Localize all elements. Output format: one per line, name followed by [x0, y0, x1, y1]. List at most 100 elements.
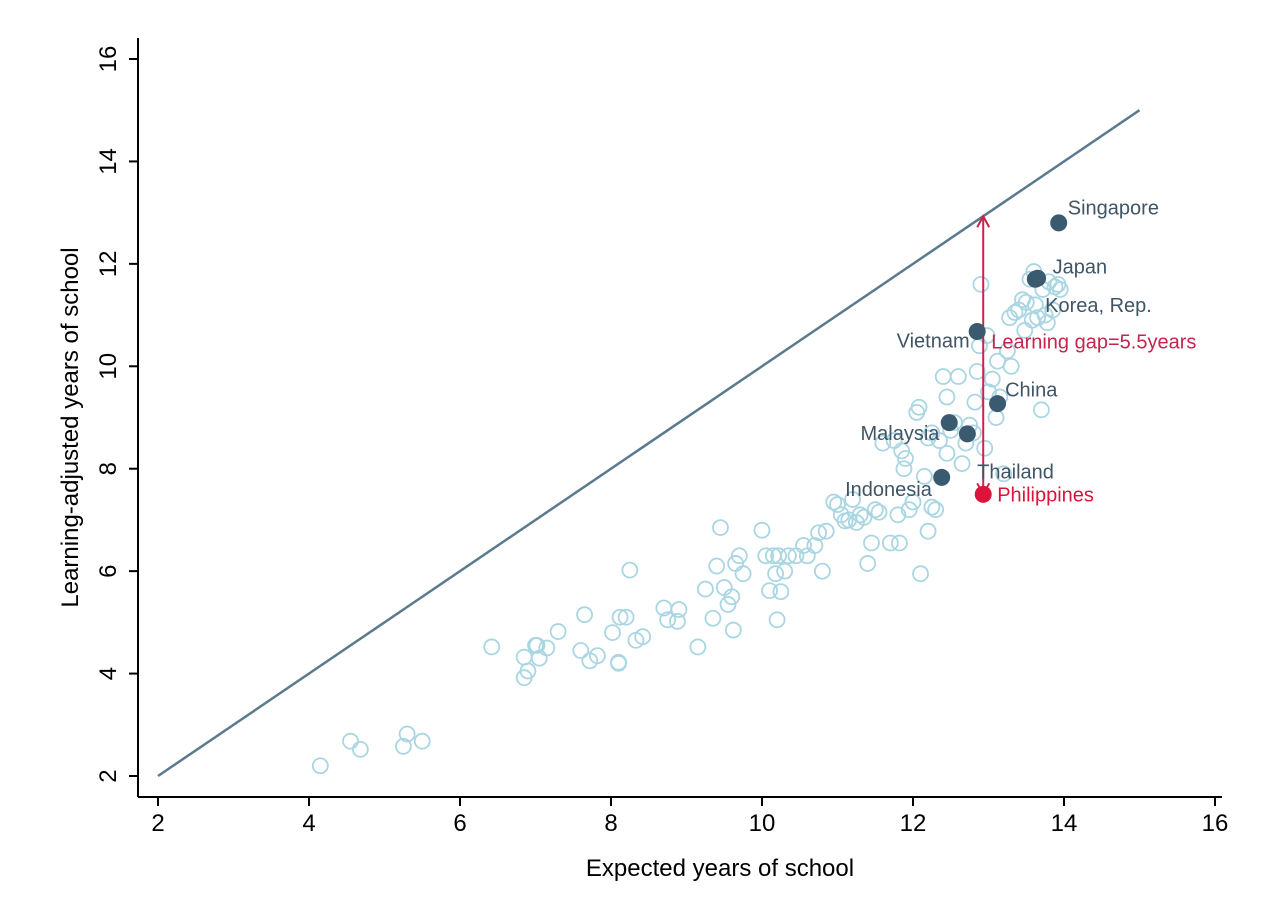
country-point — [1017, 293, 1035, 311]
country-point — [724, 621, 742, 639]
country-point — [795, 537, 812, 554]
country-point — [949, 368, 967, 385]
country-point — [734, 565, 752, 583]
y-tick-label: 2 — [95, 769, 122, 782]
country-point — [311, 757, 329, 775]
country-point — [770, 547, 788, 565]
country-point — [798, 547, 816, 565]
country-point — [915, 467, 933, 485]
highlight-point-china — [989, 395, 1007, 413]
country-point — [696, 580, 714, 598]
country-point — [659, 611, 677, 629]
country-point — [617, 608, 635, 626]
country-point — [611, 608, 629, 626]
country-point — [919, 429, 937, 447]
highlight-point-indonesia — [933, 468, 951, 486]
country-point — [859, 555, 877, 572]
country-point — [910, 398, 928, 416]
country-point — [1051, 281, 1069, 298]
country-point — [934, 368, 952, 385]
x-tick-label: 2 — [151, 810, 164, 837]
focus-point-label: Philippines — [997, 484, 1094, 506]
x-tick-label: 16 — [1202, 810, 1229, 837]
country-point — [634, 628, 652, 646]
gap-arrow-head-top — [976, 214, 991, 228]
country-point — [528, 637, 546, 654]
country-point — [863, 534, 880, 552]
plot-area: Learning gap=5.5years Philippines Singapor… — [157, 109, 1196, 778]
country-point — [851, 506, 869, 524]
country-point — [983, 370, 1001, 388]
highlight-point-malaysia — [940, 414, 958, 432]
country-point — [972, 275, 990, 293]
country-point — [515, 648, 533, 666]
country-point — [768, 611, 786, 629]
country-point — [780, 547, 797, 565]
y-tick-label: 16 — [95, 46, 122, 73]
country-point — [881, 534, 899, 552]
country-point — [995, 465, 1012, 483]
country-point — [897, 450, 914, 467]
country-point — [806, 537, 824, 554]
highlight-point-singapore — [1050, 214, 1068, 232]
country-point — [971, 337, 988, 355]
country-point — [895, 460, 913, 478]
y-tick-label: 10 — [95, 353, 122, 380]
country-point — [968, 363, 986, 380]
country-point — [817, 522, 835, 540]
country-label: Japan — [1053, 256, 1108, 278]
country-point — [829, 496, 846, 513]
country-point — [576, 606, 593, 624]
country-point — [757, 547, 775, 565]
y-tick-label: 4 — [95, 667, 122, 680]
country-label: Malaysia — [861, 423, 941, 445]
country-point — [893, 442, 911, 460]
highlight-point-thailand — [958, 425, 976, 443]
country-point — [938, 388, 956, 406]
country-point — [761, 582, 778, 600]
country-point — [610, 654, 627, 672]
country-point — [870, 503, 888, 521]
country-point — [976, 439, 994, 457]
x-tick-label: 6 — [453, 810, 466, 837]
country-point — [669, 612, 686, 630]
reference-line — [157, 109, 1141, 778]
country-point — [689, 638, 707, 656]
y-tick-label: 6 — [95, 564, 122, 577]
country-label: Vietnam — [897, 331, 970, 353]
y-tick-label: 14 — [95, 148, 122, 175]
country-point — [572, 642, 590, 659]
x-tick-label: 8 — [604, 810, 617, 837]
country-point — [966, 393, 984, 411]
y-tick-label: 12 — [95, 251, 122, 278]
country-point — [998, 342, 1016, 360]
country-point — [549, 623, 567, 640]
country-point — [953, 455, 971, 472]
country-point — [866, 501, 884, 519]
x-axis-title: Expected years of school — [586, 855, 854, 882]
country-point — [1029, 309, 1046, 327]
country-point — [1044, 301, 1062, 319]
x-tick-label: 14 — [1051, 810, 1078, 837]
country-point — [889, 506, 907, 524]
country-point — [621, 561, 639, 579]
country-label: Singapore — [1068, 198, 1159, 220]
country-point — [923, 498, 941, 516]
country-point — [931, 432, 948, 449]
country-point — [825, 493, 843, 511]
gap-arrow-label: Learning gap=5.5years — [991, 332, 1196, 354]
x-tick-label: 10 — [749, 810, 776, 837]
country-point — [342, 732, 359, 750]
country-point — [927, 501, 945, 519]
country-label: Korea, Rep. — [1045, 295, 1152, 317]
country-point — [772, 583, 790, 601]
y-tick-label: 8 — [95, 462, 122, 475]
country-point — [394, 737, 412, 755]
country-point — [483, 638, 501, 656]
country-point — [855, 508, 873, 526]
country-label: Thailand — [977, 461, 1054, 483]
country-point — [712, 519, 729, 537]
x-tick-label: 12 — [900, 810, 927, 837]
country-point — [753, 521, 771, 539]
country-point — [1032, 401, 1050, 419]
